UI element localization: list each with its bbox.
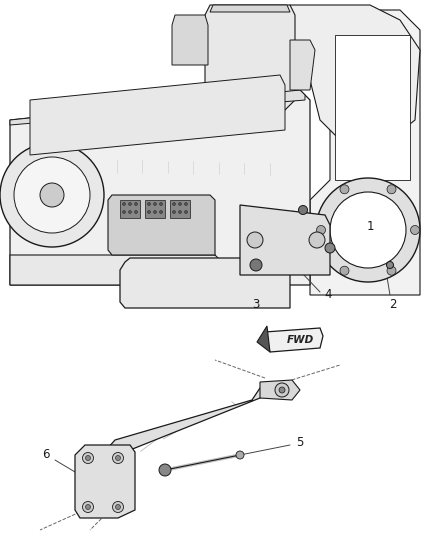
Circle shape	[340, 266, 349, 275]
Circle shape	[317, 225, 325, 235]
Circle shape	[82, 502, 93, 513]
Circle shape	[410, 225, 420, 235]
Polygon shape	[10, 255, 218, 285]
Polygon shape	[290, 5, 420, 140]
Circle shape	[128, 211, 131, 214]
Polygon shape	[265, 328, 323, 352]
Circle shape	[236, 451, 244, 459]
Circle shape	[85, 456, 91, 461]
Circle shape	[330, 192, 406, 268]
Circle shape	[275, 383, 289, 397]
Polygon shape	[120, 200, 140, 218]
Circle shape	[159, 203, 162, 206]
Circle shape	[279, 387, 285, 393]
Circle shape	[247, 232, 263, 248]
Circle shape	[113, 453, 124, 464]
Polygon shape	[210, 5, 290, 12]
Circle shape	[113, 502, 124, 513]
Text: 6: 6	[42, 448, 50, 462]
Circle shape	[184, 211, 187, 214]
Circle shape	[387, 266, 396, 275]
Circle shape	[386, 262, 393, 269]
Text: FWD: FWD	[286, 335, 314, 345]
Polygon shape	[335, 35, 410, 180]
Polygon shape	[170, 200, 190, 218]
Circle shape	[179, 211, 181, 214]
Polygon shape	[205, 5, 295, 110]
Text: 3: 3	[252, 298, 260, 311]
Circle shape	[387, 185, 396, 194]
Circle shape	[153, 211, 156, 214]
Circle shape	[173, 203, 176, 206]
Polygon shape	[75, 445, 135, 518]
Circle shape	[128, 203, 131, 206]
Circle shape	[309, 232, 325, 248]
Polygon shape	[257, 326, 270, 352]
Circle shape	[116, 456, 120, 461]
Circle shape	[116, 505, 120, 510]
Text: 2: 2	[389, 298, 397, 311]
Circle shape	[159, 464, 171, 476]
Polygon shape	[30, 75, 285, 155]
Polygon shape	[120, 258, 290, 308]
Polygon shape	[10, 90, 305, 125]
Circle shape	[123, 203, 126, 206]
Circle shape	[299, 206, 307, 214]
Circle shape	[134, 211, 138, 214]
Text: 4: 4	[324, 288, 332, 302]
Polygon shape	[260, 380, 300, 400]
Circle shape	[82, 453, 93, 464]
Circle shape	[250, 259, 262, 271]
Circle shape	[173, 211, 176, 214]
Circle shape	[316, 178, 420, 282]
Polygon shape	[145, 200, 165, 218]
Circle shape	[325, 243, 335, 253]
Polygon shape	[310, 10, 420, 295]
Polygon shape	[240, 205, 330, 275]
Polygon shape	[172, 15, 208, 65]
Circle shape	[153, 203, 156, 206]
Circle shape	[40, 183, 64, 207]
Polygon shape	[90, 385, 265, 470]
Text: 1: 1	[366, 220, 374, 232]
Polygon shape	[10, 90, 310, 285]
Text: 5: 5	[297, 437, 304, 449]
Circle shape	[123, 211, 126, 214]
Circle shape	[148, 203, 151, 206]
Circle shape	[159, 211, 162, 214]
Circle shape	[134, 203, 138, 206]
Circle shape	[184, 203, 187, 206]
Polygon shape	[108, 195, 215, 255]
Circle shape	[179, 203, 181, 206]
Circle shape	[14, 157, 90, 233]
Polygon shape	[290, 40, 315, 90]
Circle shape	[85, 505, 91, 510]
Circle shape	[0, 143, 104, 247]
Circle shape	[148, 211, 151, 214]
Circle shape	[340, 185, 349, 194]
